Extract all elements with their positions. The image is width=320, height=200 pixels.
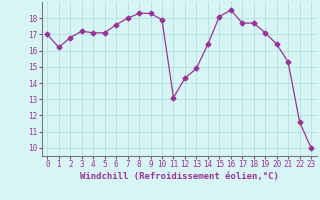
- X-axis label: Windchill (Refroidissement éolien,°C): Windchill (Refroidissement éolien,°C): [80, 172, 279, 181]
